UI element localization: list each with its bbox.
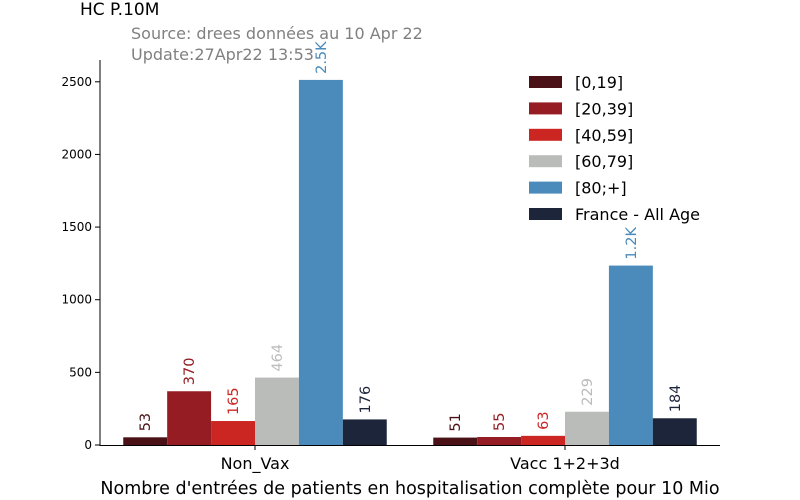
bar-data-label: 229: [580, 378, 596, 406]
y-tick-label: 0: [84, 438, 92, 452]
legend-swatch: [529, 208, 562, 220]
bar: [298, 79, 343, 445]
bar-data-label: 464: [270, 344, 286, 372]
legend-label: [20,39]: [575, 99, 633, 118]
bar: [255, 377, 299, 445]
bar: [652, 418, 697, 445]
bar-data-label: 55: [492, 413, 508, 431]
bar-data-label: 51: [448, 413, 464, 431]
legend-label: [40,59]: [575, 126, 633, 145]
bar-data-label: 176: [358, 386, 374, 414]
y-tick-label: 1000: [61, 293, 92, 307]
bar-data-label: 53: [138, 413, 154, 431]
x-axis-label: Nombre d'entrées de patients en hospital…: [100, 479, 719, 499]
bar: [167, 391, 212, 445]
legend-swatch: [529, 181, 562, 194]
bar: [123, 437, 168, 445]
plot-area: 0 500 1000 1500 2000 2500 53 370 165 464 2.5K 176 No…: [61, 41, 697, 474]
y-tick-label: 500: [69, 365, 92, 379]
bar-data-label: 1.2K: [624, 227, 640, 260]
bar-data-label: 165: [226, 387, 242, 415]
legend-swatch: [529, 155, 562, 168]
y-tick-label: 2000: [61, 147, 92, 161]
bar: [211, 421, 255, 445]
legend-label: [0,19]: [575, 73, 623, 92]
legend-swatch: [529, 128, 562, 141]
legend-label: [80;+]: [575, 179, 627, 198]
legend-swatch: [529, 76, 562, 88]
bar: [433, 437, 478, 445]
bar: [477, 437, 522, 445]
legend-label: [60,79]: [575, 152, 633, 171]
chart-subtitle-source: Source: drees données au 10 Apr 22: [131, 24, 423, 43]
y-tick-label: 2500: [61, 75, 92, 89]
bar-data-label: 184: [668, 385, 684, 413]
bar: [521, 435, 565, 445]
chart-title: HC P.10M: [80, 0, 159, 20]
bar: [342, 419, 387, 445]
x-tick-label: Vacc 1+2+3d: [510, 454, 620, 473]
legend-swatch: [529, 102, 562, 115]
bar-data-label: 2.5K: [314, 41, 330, 74]
legend: [0,19] [20,39] [40,59] [60,79] [80;+] France …: [529, 73, 700, 224]
bar: [608, 265, 653, 445]
bar-data-label: 63: [536, 411, 552, 429]
x-tick-label: Non_Vax: [221, 454, 290, 474]
y-tick-label: 1500: [61, 220, 92, 234]
bar: [565, 411, 609, 445]
bar-data-label: 370: [182, 358, 198, 386]
legend-label: France - All Age: [575, 205, 700, 224]
chart-subtitle-update: Update:27Apr22 13:53: [131, 45, 314, 64]
